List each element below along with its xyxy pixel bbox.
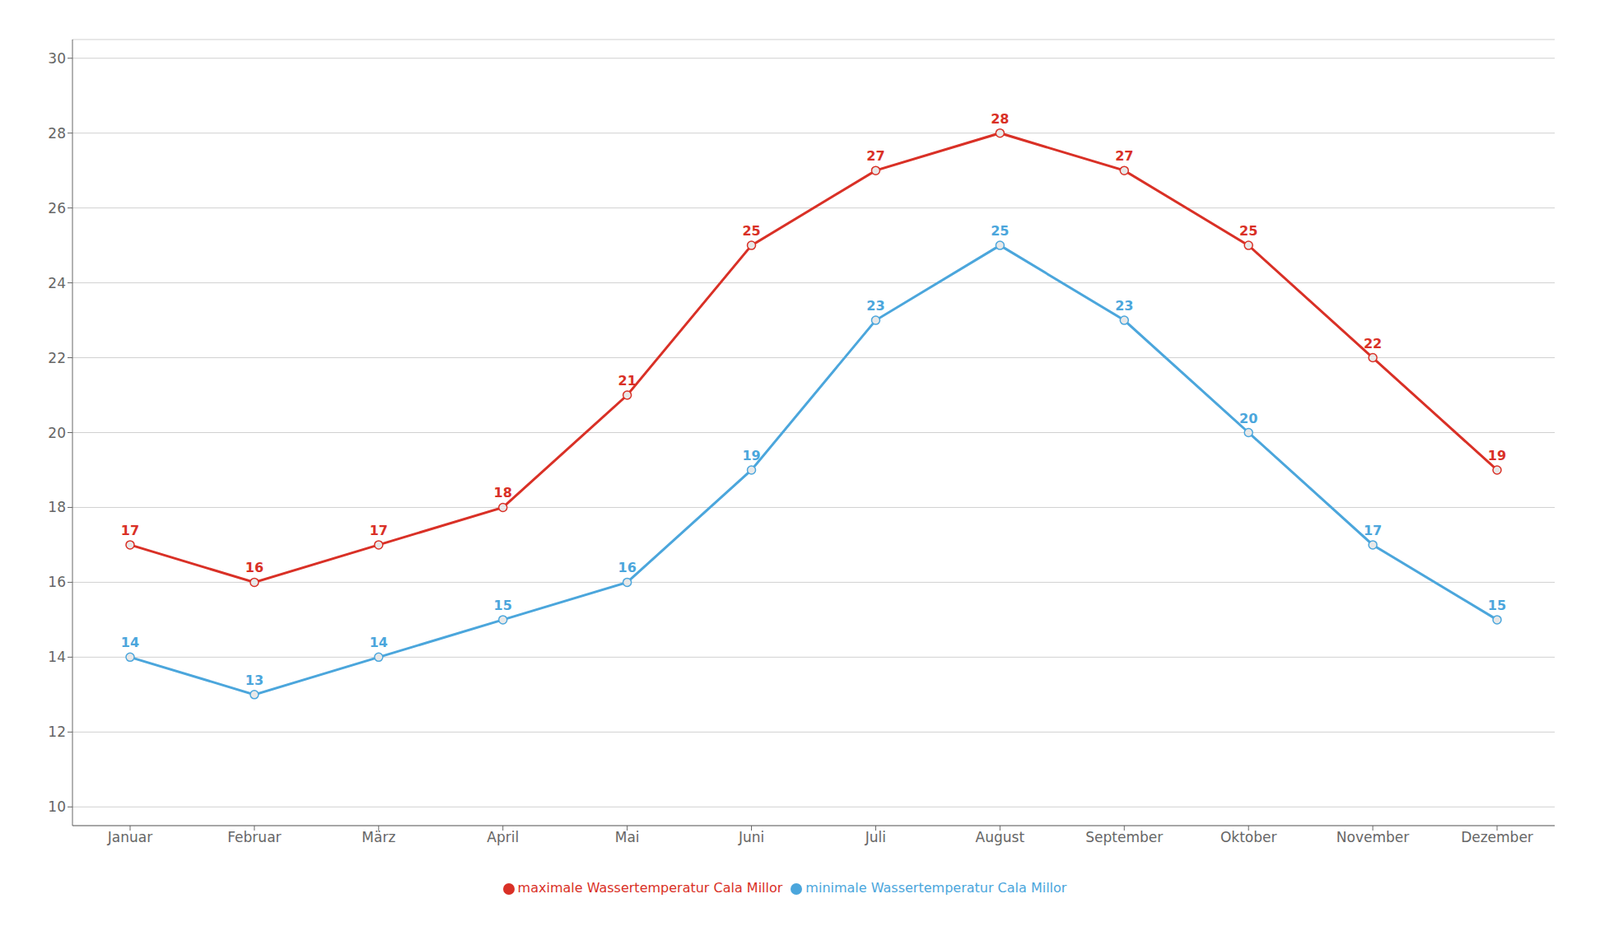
svg-text:Januar: Januar <box>107 829 153 846</box>
svg-text:21: 21 <box>618 373 637 389</box>
svg-text:19: 19 <box>1488 447 1507 464</box>
svg-text:Februar: Februar <box>227 829 281 846</box>
svg-text:25: 25 <box>741 223 761 239</box>
svg-text:23: 23 <box>866 298 885 314</box>
svg-text:25: 25 <box>990 223 1009 239</box>
svg-text:20: 20 <box>1239 410 1258 427</box>
html-text:maximale Wassertemperatur Cala: maximale Wassertemperatur Cala Millor <box>517 880 783 896</box>
svg-text:28: 28 <box>47 125 66 142</box>
svg-text:27: 27 <box>1114 148 1134 164</box>
svg-text:28: 28 <box>990 111 1009 127</box>
svg-text:20: 20 <box>47 424 66 442</box>
svg-text:19: 19 <box>741 447 761 464</box>
svg-text:September: September <box>1085 829 1163 846</box>
svg-text:27: 27 <box>866 148 885 164</box>
svg-text:14: 14 <box>47 648 66 666</box>
svg-text:22: 22 <box>47 349 66 367</box>
svg-text:25: 25 <box>1239 223 1258 239</box>
svg-text:Mai: Mai <box>615 829 640 846</box>
svg-text:22: 22 <box>1363 335 1382 352</box>
svg-text:März: März <box>361 829 396 846</box>
svg-text:16: 16 <box>618 559 637 576</box>
svg-text:Juni: Juni <box>737 829 765 846</box>
svg-text:Dezember: Dezember <box>1460 829 1534 846</box>
svg-text:12: 12 <box>47 723 66 741</box>
svg-text:August: August <box>975 829 1026 846</box>
svg-text:13: 13 <box>245 672 264 689</box>
svg-text:17: 17 <box>121 522 140 539</box>
svg-text:Juli: Juli <box>864 829 887 846</box>
html-text:minimale Wassertemperatur Cala: minimale Wassertemperatur Cala Millor <box>805 880 1067 896</box>
svg-text:16: 16 <box>47 573 66 591</box>
svg-text:18: 18 <box>494 485 513 501</box>
svg-text:18: 18 <box>47 499 66 516</box>
svg-text:November: November <box>1336 829 1409 846</box>
svg-text:17: 17 <box>369 522 388 539</box>
svg-text:23: 23 <box>1114 298 1134 314</box>
svg-text:10: 10 <box>47 798 66 816</box>
svg-text:15: 15 <box>1488 597 1507 614</box>
svg-text:24: 24 <box>47 275 66 292</box>
svg-text:26: 26 <box>47 200 66 217</box>
svg-text:16: 16 <box>245 559 264 576</box>
svg-text:15: 15 <box>494 597 513 614</box>
svg-text:14: 14 <box>369 634 388 651</box>
svg-text:Oktober: Oktober <box>1220 829 1278 846</box>
svg-text:17: 17 <box>1363 522 1382 539</box>
svg-text:14: 14 <box>121 634 140 651</box>
svg-text:April: April <box>486 829 519 846</box>
svg-text:30: 30 <box>47 50 66 67</box>
